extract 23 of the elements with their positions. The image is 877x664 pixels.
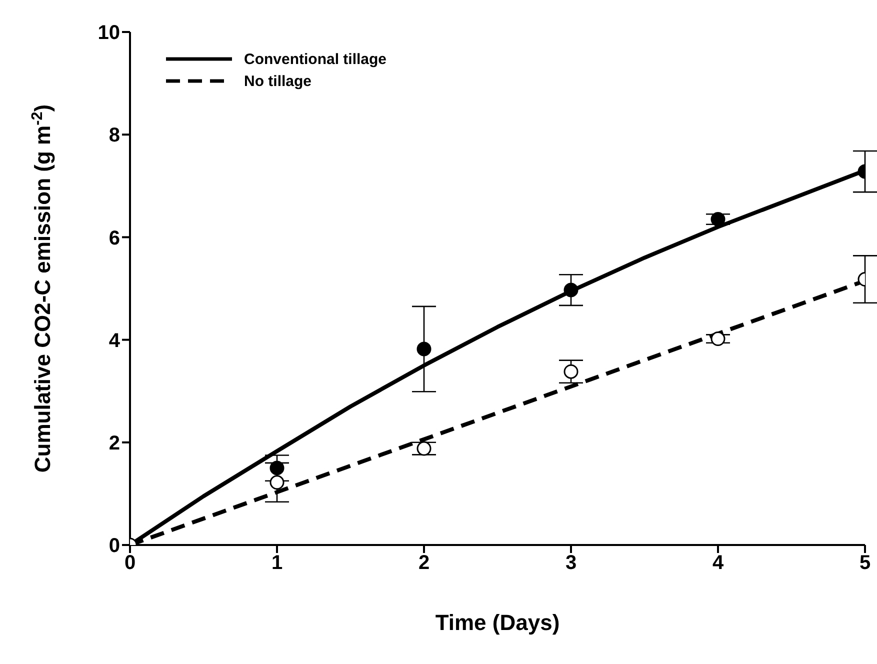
y-tick-label: 10: [98, 22, 120, 44]
x-tick-label: 2: [418, 552, 430, 574]
legend-label: Conventional tillage: [244, 50, 387, 68]
point: [416, 441, 432, 456]
y-tick-label: 0: [108, 535, 120, 558]
y-tick-label: 4: [108, 330, 121, 352]
y-tick-label: 2: [108, 432, 120, 454]
x-tick-label: 1: [271, 552, 283, 574]
x-axis-title: Time (Days): [435, 610, 560, 635]
x-tick-label: 0: [124, 552, 136, 574]
x-tick-label: 5: [859, 552, 871, 574]
point: [710, 332, 726, 346]
point: [270, 475, 284, 490]
point: [270, 460, 284, 476]
point: [416, 342, 432, 356]
x-tick-label: 4: [712, 552, 724, 574]
legend-label: No tillage: [244, 72, 312, 90]
y-tick-label: 8: [108, 124, 120, 147]
point: [564, 364, 578, 379]
x-tick-label: 3: [565, 552, 577, 574]
point: [710, 212, 726, 226]
y-tick-label: 6: [108, 227, 120, 250]
point: [564, 282, 578, 298]
